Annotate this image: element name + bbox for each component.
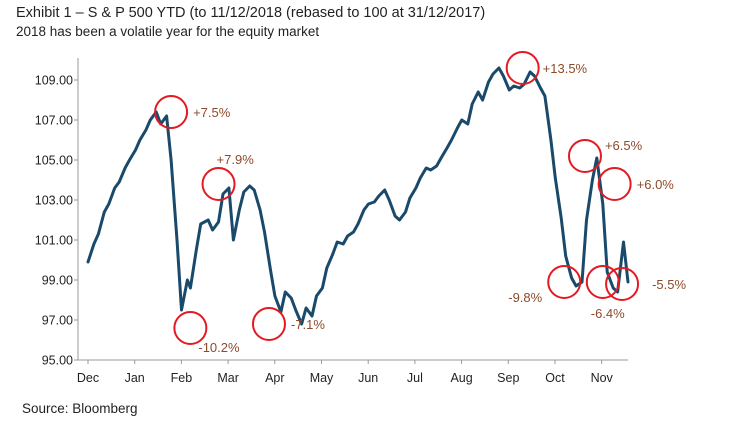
annotation-label: +6.0% — [637, 177, 675, 192]
annotation-circle — [599, 168, 631, 200]
annotation-label: -7.1% — [291, 317, 325, 332]
y-tick-label: 99.00 — [42, 274, 73, 288]
annotation-label: +13.5% — [543, 61, 588, 76]
annotation-label: -10.2% — [198, 340, 240, 355]
y-tick-label: 101.00 — [35, 234, 73, 248]
x-tick-label: Mar — [217, 371, 239, 385]
y-tick-label: 97.00 — [42, 314, 73, 328]
annotation-circle — [203, 168, 235, 200]
x-tick-label: Oct — [545, 371, 565, 385]
annotation-circle — [253, 308, 285, 340]
annotation-label: -6.4% — [591, 306, 625, 321]
annotation-circle — [569, 140, 601, 172]
x-tick-label: Sep — [497, 371, 519, 385]
y-tick-label: 95.00 — [42, 354, 73, 368]
x-tick-label: Jan — [125, 371, 145, 385]
x-tick-label: Feb — [171, 371, 193, 385]
annotation-circle — [507, 52, 539, 84]
x-tick-label: Aug — [450, 371, 472, 385]
annotation-label: +7.5% — [193, 105, 231, 120]
annotation-label: +7.9% — [217, 152, 255, 167]
annotation-circle — [155, 96, 187, 128]
y-axis-ticks: 95.00 97.00 99.00 101.00 103.00 105.00 107.00 1… — [35, 74, 78, 368]
x-tick-label: May — [310, 371, 334, 385]
x-tick-label: Apr — [265, 371, 284, 385]
annotations: +7.5% -10.2% +7.9% -7.1% +13.5% -9.8% +6.5% -6.… — [155, 52, 686, 355]
x-tick-label: Jul — [407, 371, 423, 385]
sp500-line-chart: 95.00 97.00 99.00 101.00 103.00 105.00 107.00 1… — [0, 0, 729, 427]
y-tick-label: 107.00 — [35, 114, 73, 128]
y-tick-label: 105.00 — [35, 154, 73, 168]
x-axis-ticks: Dec Jan Feb Mar Apr May Jun Jul Aug Sep Oct Nov — [77, 360, 614, 385]
y-tick-label: 103.00 — [35, 194, 73, 208]
x-tick-label: Jun — [358, 371, 378, 385]
y-tick-label: 109.00 — [35, 74, 73, 88]
annotation-label: -5.5% — [652, 277, 686, 292]
x-tick-label: Nov — [591, 371, 614, 385]
sp500-series-line — [88, 68, 628, 324]
annotation-label: -9.8% — [508, 290, 542, 305]
source-note: Source: Bloomberg — [22, 401, 138, 416]
annotation-label: +6.5% — [605, 138, 643, 153]
x-tick-label: Dec — [77, 371, 99, 385]
